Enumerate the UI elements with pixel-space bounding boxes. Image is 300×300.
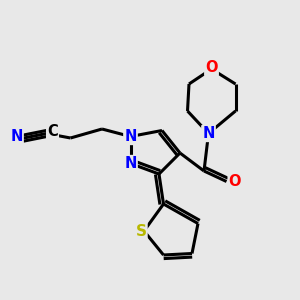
Text: S: S bbox=[136, 224, 146, 238]
Text: N: N bbox=[202, 126, 215, 141]
Text: O: O bbox=[229, 174, 241, 189]
Text: C: C bbox=[47, 124, 58, 139]
Text: N: N bbox=[10, 129, 23, 144]
Text: O: O bbox=[205, 60, 218, 75]
Text: N: N bbox=[124, 156, 137, 171]
Text: N: N bbox=[124, 129, 137, 144]
